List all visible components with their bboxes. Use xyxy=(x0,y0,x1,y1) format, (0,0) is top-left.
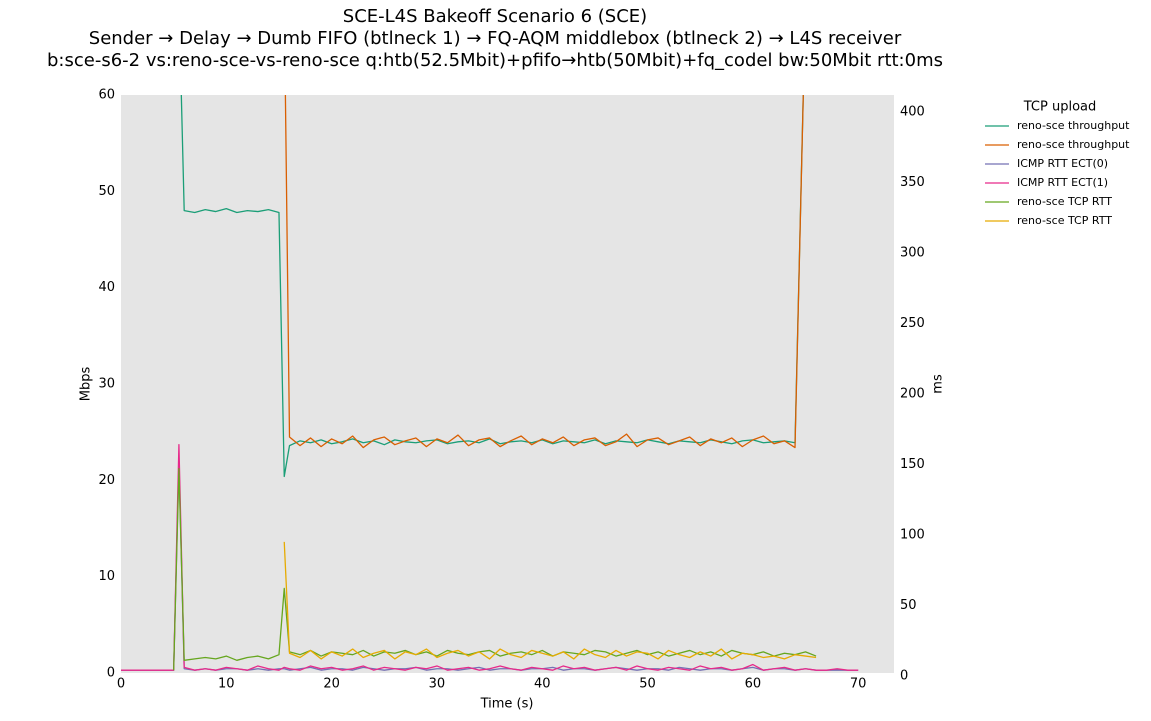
x-tick-label: 40 xyxy=(534,677,551,692)
series-line xyxy=(173,467,817,671)
x-tick-label: 0 xyxy=(117,677,125,692)
y2-tick-label: 400 xyxy=(900,105,925,120)
legend-label: reno-sce TCP RTT xyxy=(1017,195,1112,208)
plot-lines xyxy=(121,95,859,671)
y2-tick-label: 250 xyxy=(900,316,925,331)
legend-label: reno-sce throughput xyxy=(1017,138,1130,151)
y-tick-label: 60 xyxy=(98,88,115,103)
y2-axis-label: ms xyxy=(931,374,946,394)
legend-title: TCP upload xyxy=(1023,100,1097,115)
y2-tick-label: 100 xyxy=(900,528,925,543)
y2-tick-label: 150 xyxy=(900,457,925,472)
series-line xyxy=(284,95,804,449)
series-line xyxy=(283,541,817,660)
y-tick-label: 10 xyxy=(98,569,115,584)
x-axis-label: Time (s) xyxy=(480,697,534,712)
x-tick-label: 60 xyxy=(745,677,762,692)
chart-subtitle: b:sce-s6-2 vs:reno-sce-vs-reno-sce q:htb… xyxy=(47,50,943,71)
y-tick-label: 40 xyxy=(98,280,115,295)
y2-tick-label: 0 xyxy=(900,669,908,684)
legend-label: ICMP RTT ECT(1) xyxy=(1017,176,1108,189)
x-tick-label: 70 xyxy=(850,677,867,692)
legend-label: reno-sce TCP RTT xyxy=(1017,214,1112,227)
x-tick-label: 30 xyxy=(429,677,446,692)
x-tick-label: 10 xyxy=(218,677,235,692)
series-line xyxy=(121,443,859,671)
legend-label: reno-sce throughput xyxy=(1017,119,1130,132)
chart-title: SCE-L4S Bakeoff Scenario 6 (SCE) xyxy=(343,6,647,27)
x-tick-label: 20 xyxy=(323,677,340,692)
y-axis-label: Mbps xyxy=(79,367,94,402)
legend-label: ICMP RTT ECT(0) xyxy=(1017,157,1108,170)
y-tick-label: 50 xyxy=(98,184,115,199)
x-tick-label: 50 xyxy=(639,677,656,692)
y-tick-label: 30 xyxy=(98,377,115,392)
chart-subtitle: Sender → Delay → Dumb FIFO (btlneck 1) →… xyxy=(89,28,902,49)
y2-tick-label: 350 xyxy=(900,175,925,190)
plot-area xyxy=(121,95,894,673)
series-line xyxy=(180,95,804,478)
y2-tick-label: 50 xyxy=(900,598,917,613)
y-tick-label: 20 xyxy=(98,473,115,488)
y-tick-label: 0 xyxy=(107,666,115,681)
y2-tick-label: 200 xyxy=(900,387,925,402)
y2-tick-label: 300 xyxy=(900,246,925,261)
